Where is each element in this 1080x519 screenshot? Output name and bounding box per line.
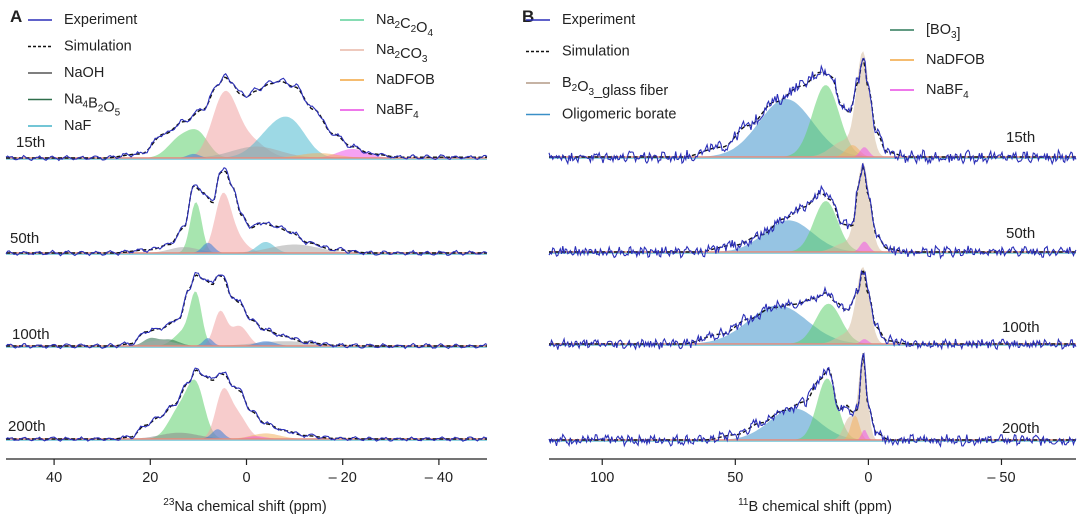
experiment-line bbox=[5, 271, 488, 350]
component--bo3- bbox=[549, 85, 1076, 157]
x-tick-label: 20 bbox=[142, 470, 158, 486]
legend-item: Simulation bbox=[526, 44, 630, 60]
component-na2co3 bbox=[6, 387, 487, 439]
cycle-label-50th: 50th bbox=[1006, 225, 1035, 242]
legend-item: Na2CO3 bbox=[340, 42, 428, 65]
spectrum-200th bbox=[5, 367, 488, 442]
spectrum-50th bbox=[5, 167, 488, 257]
legend-item: Experiment bbox=[526, 12, 635, 28]
legend-label: Simulation bbox=[562, 44, 630, 60]
x-tick-label: – 40 bbox=[425, 470, 453, 486]
x-axis: 40 20 0 – 20 – 40 23Na chemical shift (ppm) bbox=[6, 458, 487, 515]
legend-item: NaBF4 bbox=[890, 82, 969, 101]
legend-item: Experiment bbox=[28, 12, 137, 28]
simulation-line bbox=[6, 170, 487, 254]
x-axis: 100 50 0 – 50 11B chemical shift (ppm) bbox=[549, 458, 1076, 515]
legend-label: NaBF4 bbox=[376, 102, 419, 121]
legend-label: Oligomeric borate bbox=[562, 107, 676, 123]
experiment-line bbox=[5, 73, 488, 162]
experiment-line bbox=[548, 57, 1077, 166]
legend-label: Experiment bbox=[64, 12, 137, 28]
legend-item: Na4B2O5 bbox=[28, 92, 121, 119]
experiment-line bbox=[5, 367, 488, 442]
component--bo3- bbox=[549, 303, 1076, 344]
experiment-line bbox=[5, 167, 488, 257]
cycle-label-200th: 200th bbox=[1002, 420, 1040, 437]
panel-label: B bbox=[522, 7, 534, 26]
experiment-line bbox=[548, 269, 1077, 351]
x-tick-label: 100 bbox=[590, 470, 614, 486]
spectrum-15th bbox=[5, 73, 488, 162]
legend-item: Na2C2O4 bbox=[340, 12, 433, 39]
panel-b-boron-nmr: B 15th 50th 100th 200th Experiment Simulation B… bbox=[522, 7, 1077, 515]
legend-item: NaF bbox=[28, 118, 92, 134]
component-nabf4 bbox=[6, 149, 487, 158]
spectrum-100th bbox=[548, 266, 1077, 351]
legend-label: [BO3] bbox=[926, 22, 961, 42]
component-nabf4 bbox=[6, 436, 487, 439]
spectrum-15th bbox=[548, 51, 1077, 166]
legend-label: Na2CO3 bbox=[376, 42, 428, 65]
legend-label: NaOH bbox=[64, 65, 104, 81]
x-axis-title: 23Na chemical shift (ppm) bbox=[163, 497, 326, 515]
legend-label: Na2C2O4 bbox=[376, 12, 433, 39]
x-tick-label: 0 bbox=[242, 470, 250, 486]
panel-label: A bbox=[10, 7, 22, 26]
x-tick-label: 0 bbox=[864, 470, 872, 486]
component-na2co3 bbox=[6, 310, 487, 346]
spectrum-50th bbox=[548, 162, 1077, 260]
legend-label: NaBF4 bbox=[926, 82, 969, 101]
spectrum-200th bbox=[548, 352, 1077, 448]
x-tick-label: – 50 bbox=[987, 470, 1015, 486]
cycle-label-15th: 15th bbox=[16, 134, 45, 151]
component--bo3- bbox=[549, 378, 1076, 440]
cycle-label-15th: 15th bbox=[1006, 129, 1035, 146]
component-na2co3 bbox=[6, 90, 487, 158]
legend-item: NaDFOB bbox=[340, 72, 435, 88]
component-naoh bbox=[6, 340, 487, 346]
x-tick-label: 50 bbox=[727, 470, 743, 486]
cycle-label-50th: 50th bbox=[10, 230, 39, 247]
cycle-label-100th: 100th bbox=[1002, 319, 1040, 336]
panel-a-sodium-nmr: A 15th 50th 100th 200th Experiment Simulation N… bbox=[5, 7, 488, 515]
cycle-label-200th: 200th bbox=[8, 418, 46, 435]
legend-label: B2O3_glass fiber bbox=[562, 75, 668, 99]
legend-label: Simulation bbox=[64, 39, 132, 55]
component--bo3- bbox=[549, 201, 1076, 252]
experiment-line bbox=[548, 163, 1077, 260]
legend-item: NaOH bbox=[28, 65, 104, 81]
spectrum-100th bbox=[5, 271, 488, 350]
legend-item: B2O3_glass fiber bbox=[526, 75, 668, 99]
legend-item: Simulation bbox=[28, 39, 132, 55]
x-tick-label: 40 bbox=[46, 470, 62, 486]
simulation-line bbox=[549, 165, 1076, 253]
legend-item: NaDFOB bbox=[890, 52, 985, 68]
legend-label: NaDFOB bbox=[376, 72, 435, 88]
experiment-line bbox=[548, 352, 1077, 448]
legend-label: Na4B2O5 bbox=[64, 92, 121, 119]
simulation-line bbox=[6, 76, 487, 159]
x-axis-title: 11B chemical shift (ppm) bbox=[738, 497, 892, 515]
legend-label: NaDFOB bbox=[926, 52, 985, 68]
legend-label: Experiment bbox=[562, 12, 635, 28]
cycle-label-100th: 100th bbox=[12, 326, 50, 343]
component-naoh bbox=[6, 146, 487, 158]
legend-item: Oligomeric borate bbox=[526, 107, 676, 123]
simulation-line bbox=[549, 353, 1076, 441]
legend-item: NaBF4 bbox=[340, 102, 419, 121]
legend-label: NaF bbox=[64, 118, 92, 134]
legend-item: [BO3] bbox=[890, 22, 961, 42]
x-tick-label: – 20 bbox=[329, 470, 357, 486]
